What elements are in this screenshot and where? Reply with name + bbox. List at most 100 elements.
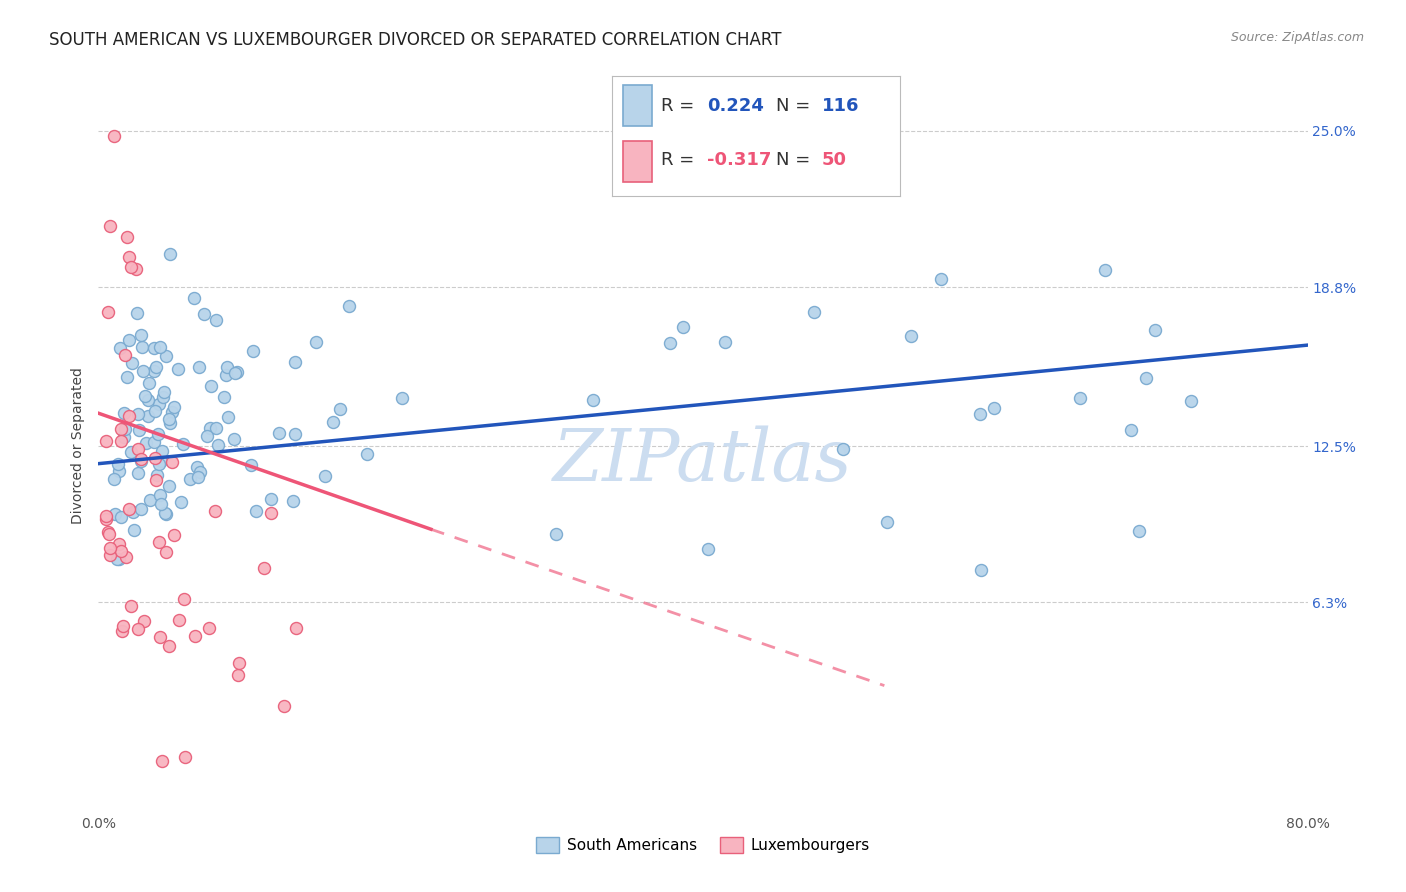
Point bbox=[544, 526, 567, 541]
Point bbox=[1135, 371, 1157, 385]
Point bbox=[285, 621, 308, 635]
Point bbox=[172, 437, 194, 451]
Point bbox=[110, 544, 132, 558]
Point bbox=[148, 457, 170, 471]
Point bbox=[120, 445, 142, 459]
Point bbox=[153, 506, 176, 520]
Point bbox=[143, 450, 166, 465]
Point bbox=[900, 329, 922, 343]
Point bbox=[1094, 263, 1116, 277]
Point bbox=[224, 366, 246, 380]
Point bbox=[138, 376, 160, 391]
Point bbox=[111, 624, 134, 639]
Point bbox=[162, 400, 184, 414]
Point bbox=[337, 299, 360, 313]
Point bbox=[143, 403, 166, 417]
Text: N =: N = bbox=[776, 97, 815, 115]
Point bbox=[273, 698, 295, 713]
Point bbox=[127, 306, 149, 320]
Point bbox=[155, 507, 177, 521]
Point bbox=[1143, 323, 1166, 337]
Point bbox=[281, 494, 304, 508]
Point bbox=[217, 360, 239, 375]
Point bbox=[115, 549, 138, 564]
Point bbox=[110, 510, 132, 524]
Point bbox=[159, 416, 181, 430]
Text: R =: R = bbox=[661, 97, 700, 115]
Point bbox=[148, 427, 170, 442]
Point bbox=[104, 507, 127, 521]
Point bbox=[121, 356, 143, 370]
Point bbox=[120, 260, 142, 274]
Point bbox=[207, 438, 229, 452]
Point bbox=[672, 319, 695, 334]
Point bbox=[226, 668, 249, 682]
Point bbox=[187, 470, 209, 484]
Point bbox=[107, 457, 129, 471]
Point bbox=[831, 442, 853, 456]
Point bbox=[143, 435, 166, 450]
Point bbox=[215, 368, 238, 382]
Text: SOUTH AMERICAN VS LUXEMBOURGER DIVORCED OR SEPARATED CORRELATION CHART: SOUTH AMERICAN VS LUXEMBOURGER DIVORCED … bbox=[49, 31, 782, 49]
Point bbox=[198, 621, 221, 635]
Point bbox=[159, 247, 181, 261]
Point bbox=[131, 328, 153, 343]
Point bbox=[129, 502, 152, 516]
Point bbox=[242, 344, 264, 359]
Point bbox=[228, 657, 250, 671]
Point bbox=[193, 306, 215, 320]
Point bbox=[314, 469, 336, 483]
Point bbox=[127, 407, 149, 421]
Point bbox=[582, 393, 605, 408]
Point bbox=[117, 333, 139, 347]
Point bbox=[112, 430, 135, 444]
Text: 0.224: 0.224 bbox=[707, 97, 763, 115]
Point bbox=[153, 384, 176, 399]
Point bbox=[108, 536, 131, 550]
Point bbox=[145, 473, 167, 487]
Point bbox=[217, 410, 239, 425]
Point bbox=[166, 361, 188, 376]
Point bbox=[118, 409, 141, 423]
Point bbox=[132, 615, 155, 629]
Point bbox=[134, 388, 156, 402]
Point bbox=[186, 460, 208, 475]
Point bbox=[1069, 391, 1091, 405]
Point bbox=[167, 613, 190, 627]
Point bbox=[97, 305, 120, 319]
Text: ZIPatlas: ZIPatlas bbox=[553, 425, 853, 496]
Point bbox=[969, 407, 991, 421]
Point bbox=[152, 390, 174, 404]
Point bbox=[149, 497, 172, 511]
Point bbox=[94, 508, 117, 523]
Point bbox=[108, 464, 131, 478]
Point bbox=[98, 541, 121, 556]
Bar bbox=[623, 141, 652, 182]
Point bbox=[198, 421, 221, 435]
Point bbox=[131, 453, 153, 467]
Point bbox=[114, 422, 136, 436]
Point bbox=[136, 393, 159, 408]
Point bbox=[252, 561, 274, 575]
Point bbox=[122, 523, 145, 537]
Point bbox=[983, 401, 1005, 415]
Point bbox=[112, 407, 135, 421]
Point bbox=[107, 552, 129, 566]
Point bbox=[173, 592, 195, 607]
Point bbox=[1128, 524, 1150, 539]
Text: -0.317: -0.317 bbox=[707, 151, 770, 169]
Point bbox=[876, 515, 898, 529]
Point bbox=[305, 335, 328, 350]
Point bbox=[139, 493, 162, 508]
Point bbox=[135, 436, 157, 450]
Point bbox=[1119, 423, 1142, 437]
Point bbox=[183, 291, 205, 305]
Point bbox=[150, 454, 173, 468]
Legend: South Americans, Luxembourgers: South Americans, Luxembourgers bbox=[530, 830, 876, 859]
Point bbox=[96, 434, 118, 449]
Point bbox=[803, 304, 825, 318]
Point bbox=[200, 378, 222, 392]
Point bbox=[284, 427, 307, 442]
Point bbox=[212, 390, 235, 404]
Text: 116: 116 bbox=[823, 97, 859, 115]
